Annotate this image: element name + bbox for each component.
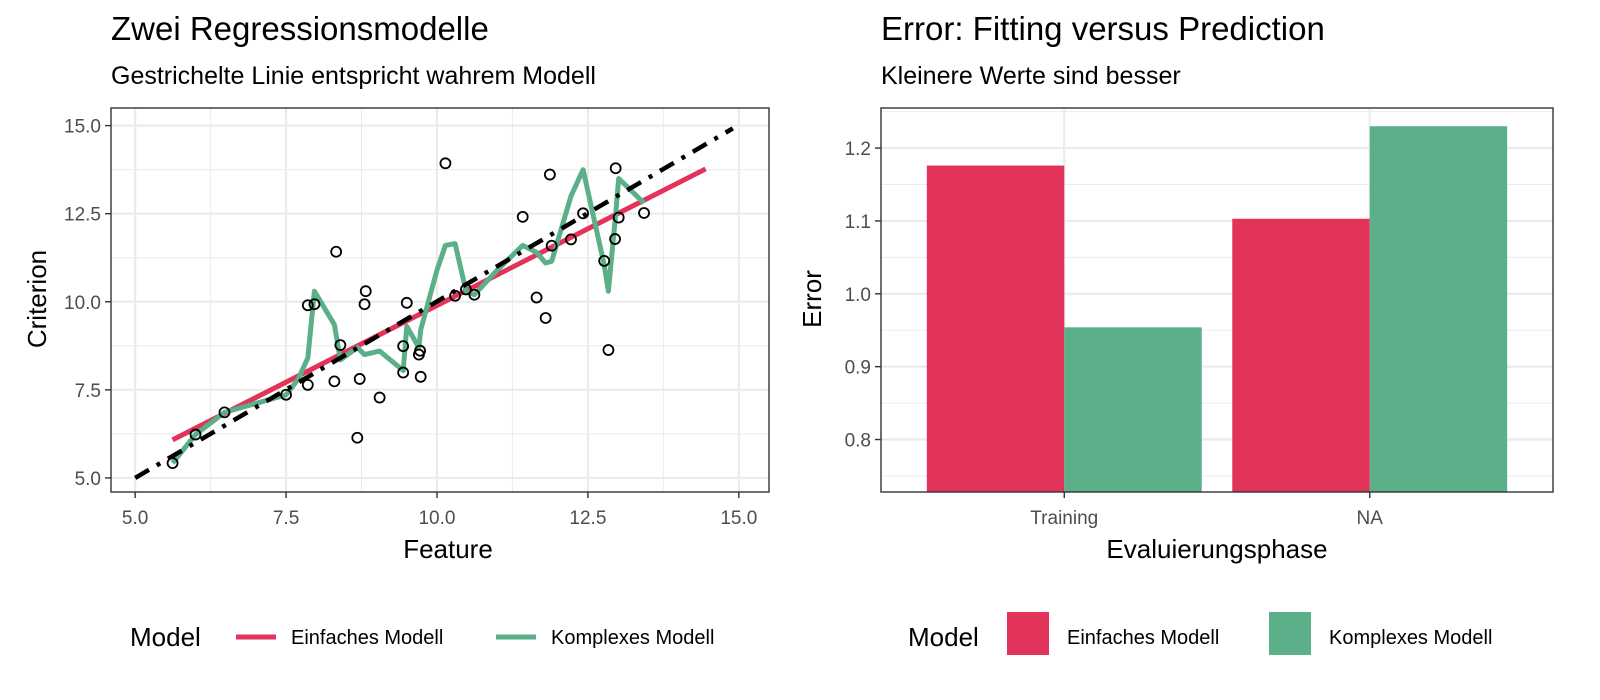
left-y-tick-label: 10.0 xyxy=(64,293,101,314)
data-point xyxy=(301,379,314,391)
right-plot-area xyxy=(880,107,1554,493)
data-point xyxy=(359,285,372,298)
data-point xyxy=(598,254,611,267)
right-legend-title: Model xyxy=(908,622,979,652)
bar-einfach xyxy=(926,165,1065,492)
right-x-axis: Training NA xyxy=(1030,492,1383,529)
right-y-tick-label: 1.1 xyxy=(845,212,871,233)
right-panel-border xyxy=(880,107,1554,493)
data-point xyxy=(189,428,202,441)
data-point xyxy=(414,370,427,383)
data-point xyxy=(565,233,577,246)
right-y-axis-title: Error xyxy=(797,270,827,328)
data-point xyxy=(638,207,650,219)
right-chart-subtitle: Kleinere Werte sind besser xyxy=(881,62,1181,90)
right-legend-label-einfach: Einfaches Modell xyxy=(1067,627,1219,649)
left-plot-area xyxy=(110,107,770,493)
left-chart-title: Zwei Regressionsmodelle xyxy=(111,10,489,47)
data-point xyxy=(439,157,452,170)
data-point xyxy=(373,391,386,404)
regression-chart: Zwei Regressionsmodelle Gestrichelte Lin… xyxy=(22,10,770,652)
left-y-tick-label: 5.0 xyxy=(75,469,101,490)
data-point xyxy=(577,207,589,220)
left-x-tick-label: 12.5 xyxy=(569,508,606,529)
left-y-axis-title: Criterion xyxy=(22,250,52,348)
right-y-axis: 0.8 0.9 1.0 1.1 1.2 xyxy=(845,139,881,452)
bar-einfach xyxy=(1232,218,1370,492)
left-y-tick-label: 12.5 xyxy=(64,205,101,226)
data-point xyxy=(414,344,426,357)
right-legend-key-einfach xyxy=(1007,612,1049,655)
true-model-line xyxy=(134,126,734,480)
left-legend-title: Model xyxy=(130,622,201,652)
data-point xyxy=(468,288,481,301)
data-point xyxy=(539,312,552,324)
left-legend: Model Einfaches Modell Komplexes Modell xyxy=(130,622,714,652)
left-x-axis: 5.0 7.5 10.0 12.5 15.0 xyxy=(122,492,757,529)
left-grid xyxy=(111,108,769,492)
left-y-tick-label: 15.0 xyxy=(64,117,101,138)
data-point xyxy=(351,431,364,444)
data-point xyxy=(166,457,179,470)
complex-model-line xyxy=(170,167,646,465)
right-y-tick-label: 0.8 xyxy=(845,431,871,452)
data-point xyxy=(218,406,231,419)
data-point xyxy=(397,340,410,353)
bar-komplex xyxy=(1369,126,1508,493)
right-legend-label-komplex: Komplexes Modell xyxy=(1329,627,1492,649)
bar-komplex xyxy=(1064,327,1202,492)
left-x-tick-label: 10.0 xyxy=(418,508,455,529)
data-point xyxy=(609,233,621,245)
data-point xyxy=(334,339,347,351)
left-panel-border xyxy=(110,107,770,493)
left-chart-subtitle: Gestrichelte Linie entspricht wahrem Mod… xyxy=(111,62,596,90)
data-point xyxy=(397,366,410,379)
simple-model-line xyxy=(171,166,707,443)
data-point xyxy=(358,298,371,311)
left-x-tick-label: 15.0 xyxy=(720,508,757,529)
data-point xyxy=(460,283,472,296)
data-point xyxy=(449,289,461,302)
left-x-tick-label: 7.5 xyxy=(273,508,299,529)
data-point xyxy=(308,298,321,311)
right-legend: Model Einfaches Modell Komplexes Modell xyxy=(908,612,1492,655)
left-legend-label-komplex: Komplexes Modell xyxy=(551,627,714,649)
data-point xyxy=(545,239,558,252)
data-point xyxy=(530,291,543,304)
right-chart-title: Error: Fitting versus Prediction xyxy=(881,10,1325,47)
data-point xyxy=(516,210,529,223)
right-y-tick-label: 0.9 xyxy=(845,358,871,379)
data-point xyxy=(301,299,314,312)
right-x-tick-label: NA xyxy=(1357,508,1384,529)
left-x-axis-title: Feature xyxy=(403,534,493,564)
left-y-axis: 5.0 7.5 10.0 12.5 15.0 xyxy=(64,117,111,490)
data-point xyxy=(328,375,341,388)
right-y-tick-label: 1.0 xyxy=(845,285,871,306)
data-point xyxy=(543,168,556,181)
right-x-tick-label: Training xyxy=(1030,508,1098,529)
right-x-axis-title: Evaluierungsphase xyxy=(1106,534,1327,564)
data-point xyxy=(602,344,615,356)
data-point xyxy=(353,373,366,385)
data-point xyxy=(330,245,343,258)
right-legend-key-komplex xyxy=(1269,612,1311,655)
data-point xyxy=(609,162,622,175)
data-point xyxy=(400,296,413,309)
left-x-tick-label: 5.0 xyxy=(122,508,148,529)
left-y-tick-label: 7.5 xyxy=(75,381,101,402)
left-legend-label-einfach: Einfaches Modell xyxy=(291,627,443,649)
right-y-tick-label: 1.2 xyxy=(845,139,871,160)
data-point xyxy=(280,388,292,401)
data-point xyxy=(612,211,625,224)
error-chart: Error: Fitting versus Prediction Kleiner… xyxy=(797,10,1554,655)
